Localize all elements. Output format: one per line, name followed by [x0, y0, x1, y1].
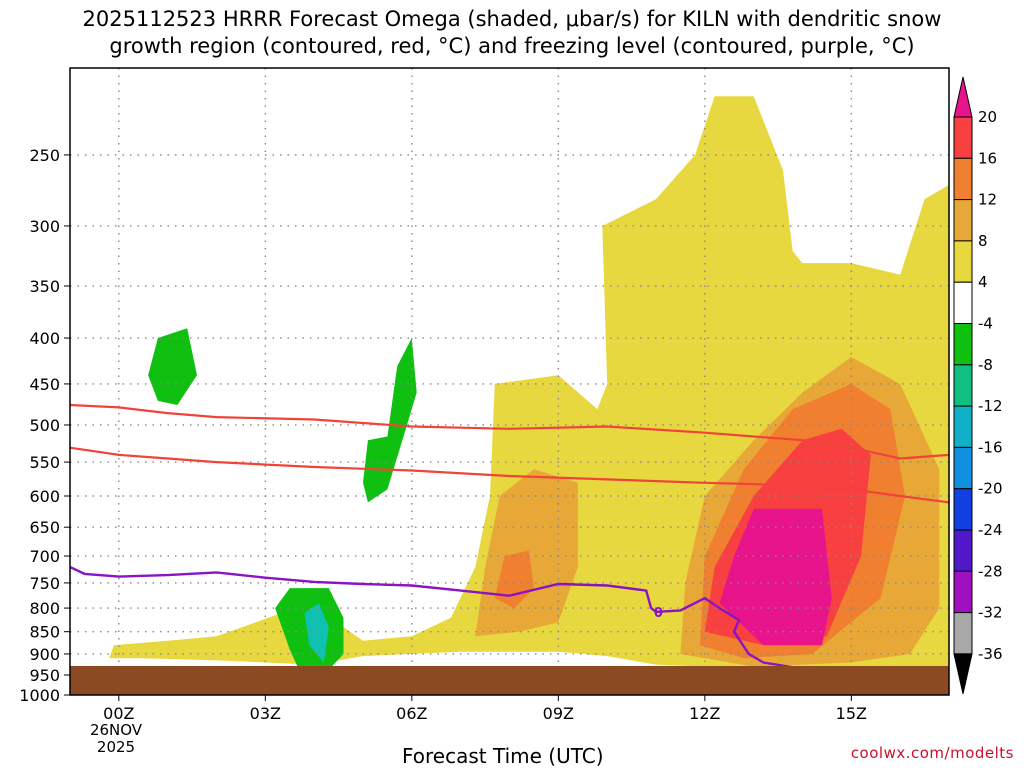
y-tick-label-550: 550: [29, 453, 60, 472]
y-tick-label-350: 350: [29, 277, 60, 296]
x-tick-label-15Z: 15Z: [836, 704, 867, 723]
y-tick-label-500: 500: [29, 416, 60, 435]
x-axis-label: Forecast Time (UTC): [402, 744, 604, 768]
y-tick-label-750: 750: [29, 574, 60, 593]
x-tick-label-12Z: 12Z: [689, 704, 720, 723]
omega-core-08z: [494, 550, 534, 609]
y-tick-label-900: 900: [29, 645, 60, 664]
ground-surface: [70, 666, 949, 695]
colorbar-swatch: [953, 405, 973, 448]
colorbar-label: -20: [978, 480, 1003, 498]
y-tick-label-650: 650: [29, 518, 60, 537]
colorbar-swatch: [953, 529, 973, 572]
x-tick-label-06Z: 06Z: [396, 704, 427, 723]
colorbar-swatch: [953, 116, 973, 159]
colorbar-top-arrow: [953, 76, 973, 118]
colorbar-swatch: [953, 446, 973, 490]
descent-core-04z: [304, 603, 329, 663]
colorbar-swatch: [953, 157, 973, 201]
title-line-1: 2025112523 HRRR Forecast Omega (shaded, …: [82, 7, 942, 31]
plot-frame: [69, 67, 950, 696]
colorbar-label: -32: [978, 604, 1003, 622]
colorbar-label: 8: [978, 232, 988, 250]
colorbar-label: 12: [978, 191, 997, 209]
y-tick-label-800: 800: [29, 599, 60, 618]
y-tick-label-700: 700: [29, 547, 60, 566]
freezing-level-contour: [70, 565, 949, 677]
x-tick-label-09Z: 09Z: [543, 704, 574, 723]
date-label-day: 26NOV: [89, 721, 143, 739]
contours: 0: [70, 403, 949, 677]
time-axis: 00Z 03Z 06Z 09Z 12Z 15Z: [103, 695, 867, 723]
y-tick-label-400: 400: [29, 329, 60, 348]
y-tick-label-250: 250: [29, 146, 60, 165]
colorbar-label: -16: [978, 438, 1003, 456]
colorbar-swatch: [953, 323, 973, 366]
y-tick-label-950: 950: [29, 666, 60, 685]
colorbar-label: -36: [978, 645, 1003, 663]
colorbar-swatch: [953, 240, 973, 283]
colorbar-swatch: [953, 488, 973, 531]
pressure-axis: 250 300 350 400 450 500 550 600 650 700 750 800 850 9…: [19, 146, 70, 705]
colorbar-swatch: [953, 612, 973, 655]
dgz-contour--18: [70, 446, 949, 504]
colorbar-swatch: [953, 364, 973, 407]
descent-blob-06z: [363, 338, 417, 503]
colorbar-label: -12: [978, 397, 1003, 415]
colorbar-label: -8: [978, 356, 993, 374]
x-tick-label-03Z: 03Z: [250, 704, 281, 723]
colorbar-bottom-arrow: [953, 653, 973, 695]
y-tick-label-850: 850: [29, 623, 60, 642]
title-line-2: growth region (contoured, red, °C) and f…: [109, 34, 915, 58]
colorbar-swatch: [953, 570, 973, 614]
colorbar-label: 4: [978, 273, 988, 291]
date-label-year: 2025: [96, 738, 136, 756]
colorbar-label: -28: [978, 562, 1003, 580]
date-label: 26NOV 2025: [84, 722, 148, 756]
x-tick-label-00Z: 00Z: [103, 704, 134, 723]
chart-title: 2025112523 HRRR Forecast Omega (shaded, …: [0, 6, 1024, 60]
y-tick-label-1000: 1000: [19, 686, 60, 705]
y-tick-label-450: 450: [29, 375, 60, 394]
colorbar: 20 16 12 8 4 -4 -8 -12 -16 -20 -24 -28 -32 -36: [953, 76, 1003, 695]
y-tick-label-600: 600: [29, 487, 60, 506]
colorbar-swatch: [953, 281, 973, 325]
omega-max-late: [719, 508, 832, 646]
colorbar-label: -4: [978, 315, 993, 333]
colorbar-label: 16: [978, 149, 997, 167]
colorbar-swatch: [953, 199, 973, 242]
dgz-contour--12: [70, 403, 949, 460]
descent-blob-00z: [148, 328, 197, 405]
freezing-level-label: 0: [654, 606, 663, 621]
y-tick-label-300: 300: [29, 217, 60, 236]
colorbar-label: 20: [978, 108, 997, 126]
watermark-link[interactable]: coolwx.com/modelts: [850, 744, 1014, 762]
omega-shading: [109, 96, 949, 675]
colorbar-label: -24: [978, 521, 1003, 539]
